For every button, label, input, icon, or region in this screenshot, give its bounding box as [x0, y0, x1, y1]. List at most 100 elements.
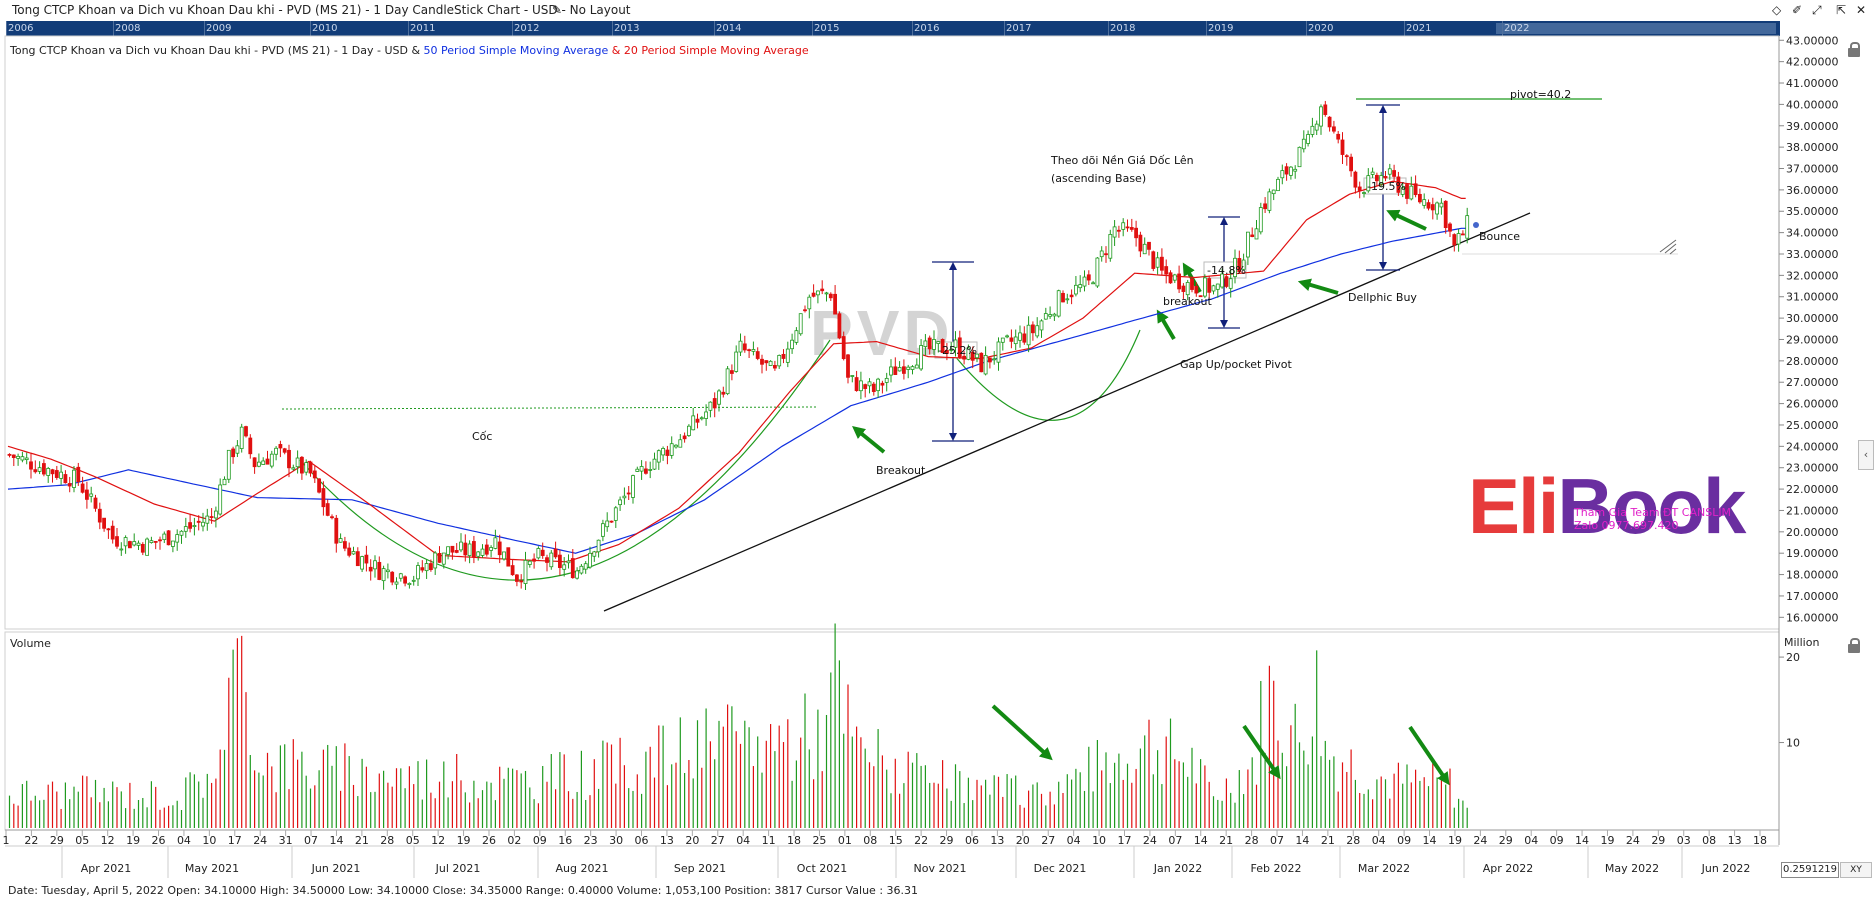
candle-body — [256, 461, 261, 467]
candle-body — [803, 309, 807, 312]
y-tick-label: 41.00000 — [1786, 77, 1839, 90]
xy-toggle-button[interactable]: XY — [1840, 862, 1872, 878]
year-label[interactable]: 2015 — [814, 23, 840, 34]
year-label[interactable]: 2017 — [1006, 23, 1032, 34]
legend-amp: & — [608, 44, 624, 57]
x-day-label: 04 — [177, 834, 191, 847]
candle-body — [661, 448, 665, 456]
candle-body — [420, 567, 425, 571]
legend-title: Tong CTCP Khoan va Dich vu Khoan Dau khi… — [10, 44, 424, 57]
vol-tick-label: 20 — [1786, 651, 1800, 664]
year-label[interactable]: 2011 — [410, 23, 436, 34]
candle-body — [308, 461, 313, 474]
candle-body — [949, 348, 954, 351]
candle-body — [1095, 257, 1100, 287]
price-lock-icon[interactable] — [1846, 42, 1862, 57]
x-day-label: 14 — [1295, 834, 1309, 847]
x-day-label: 28 — [380, 834, 394, 847]
year-label[interactable]: 2013 — [614, 23, 640, 34]
year-label[interactable]: 2009 — [206, 23, 232, 34]
candle-body — [1284, 166, 1289, 175]
y-tick-label: 22.00000 — [1786, 483, 1839, 496]
candle-body — [1147, 241, 1151, 250]
close-icon[interactable]: ✕ — [1856, 3, 1867, 17]
candle-body — [403, 576, 408, 584]
candle-body — [919, 345, 923, 370]
candle-body — [536, 548, 541, 559]
candle-body — [545, 557, 549, 563]
candle-body — [364, 554, 369, 564]
candle-body — [1306, 134, 1310, 144]
year-label[interactable]: 2006 — [8, 23, 34, 34]
resize-icon[interactable]: ⤢ — [1812, 3, 1822, 17]
candle-body — [1099, 250, 1104, 258]
base-arc[interactable] — [949, 329, 1141, 421]
candle-body — [1074, 284, 1078, 295]
edit-title-icon[interactable]: ✎ — [552, 3, 563, 17]
candle-body — [1340, 139, 1345, 155]
year-label[interactable]: 2008 — [115, 23, 141, 34]
cup-lip-line[interactable] — [281, 406, 819, 410]
candle-body — [132, 541, 137, 546]
year-label[interactable]: 2018 — [1110, 23, 1136, 34]
ascending-base-label-1: Theo dõi Nền Giá Dốc Lên — [1050, 154, 1194, 167]
candle-body — [1327, 116, 1332, 128]
candle-body — [798, 313, 803, 335]
candle-body — [807, 296, 812, 310]
x-day-label: 30 — [609, 834, 623, 847]
diamond-icon[interactable]: ◇ — [1772, 3, 1782, 17]
candle-body — [1013, 336, 1018, 345]
legend-sma20: 20 Period Simple Moving Average — [623, 44, 809, 57]
x-day-label: 04 — [1372, 834, 1386, 847]
candle-body — [570, 558, 575, 579]
y-tick-label: 16.00000 — [1786, 611, 1839, 624]
candle-body — [368, 566, 373, 572]
year-label[interactable]: 2016 — [914, 23, 940, 34]
ascending-trendline[interactable] — [603, 212, 1531, 612]
x-month-label: Mar 2022 — [1358, 862, 1410, 875]
candle-body — [945, 349, 949, 354]
restore-icon[interactable]: ⇱ — [1836, 3, 1847, 17]
collapse-panel-button[interactable]: ‹ — [1858, 440, 1874, 470]
candle-body — [837, 313, 842, 339]
candle-body — [970, 351, 975, 361]
volume-arrow-2 — [1242, 724, 1281, 780]
x-day-label: 20 — [1016, 834, 1030, 847]
candle-body — [1422, 199, 1427, 206]
volume-lock-icon[interactable] — [1846, 638, 1862, 653]
candle-body — [416, 565, 420, 580]
x-day-label: 26 — [482, 834, 496, 847]
year-navigator[interactable]: 2006 2008 2009 2010 2011 2012 2013 2014 2015 2016… — [6, 21, 1780, 36]
x-day-label: 19 — [1600, 834, 1614, 847]
year-label[interactable]: 2010 — [312, 23, 338, 34]
cup-arc[interactable] — [299, 339, 831, 581]
candle-body — [1151, 251, 1156, 269]
year-label[interactable]: 2022 — [1504, 23, 1530, 34]
candle-body — [1160, 256, 1164, 271]
candle-body — [957, 337, 962, 358]
x-day-label: 12 — [101, 834, 115, 847]
x-day-label: 14 — [329, 834, 343, 847]
candle-body — [1056, 290, 1061, 317]
candle-body — [1452, 234, 1457, 246]
year-label[interactable]: 2019 — [1208, 23, 1234, 34]
x-month-label: Apr 2022 — [1483, 862, 1534, 875]
y-tick-label: 43.00000 — [1786, 34, 1839, 47]
candle-body — [110, 525, 115, 540]
candle-body — [1396, 176, 1401, 193]
candle-body — [162, 533, 167, 540]
volume-panel-frame — [4, 631, 1780, 831]
candle-body — [274, 447, 279, 455]
candle-body — [730, 370, 734, 374]
year-label[interactable]: 2020 — [1308, 23, 1334, 34]
candle-body — [506, 547, 511, 567]
visible-range-highlight[interactable] — [1496, 23, 1776, 34]
year-label[interactable]: 2021 — [1406, 23, 1432, 34]
candle-body — [773, 365, 777, 369]
candle-body — [385, 569, 390, 573]
candle-body — [1112, 226, 1117, 238]
pin-icon[interactable]: ✐ — [1792, 3, 1803, 17]
year-label[interactable]: 2014 — [716, 23, 742, 34]
year-label[interactable]: 2012 — [514, 23, 540, 34]
